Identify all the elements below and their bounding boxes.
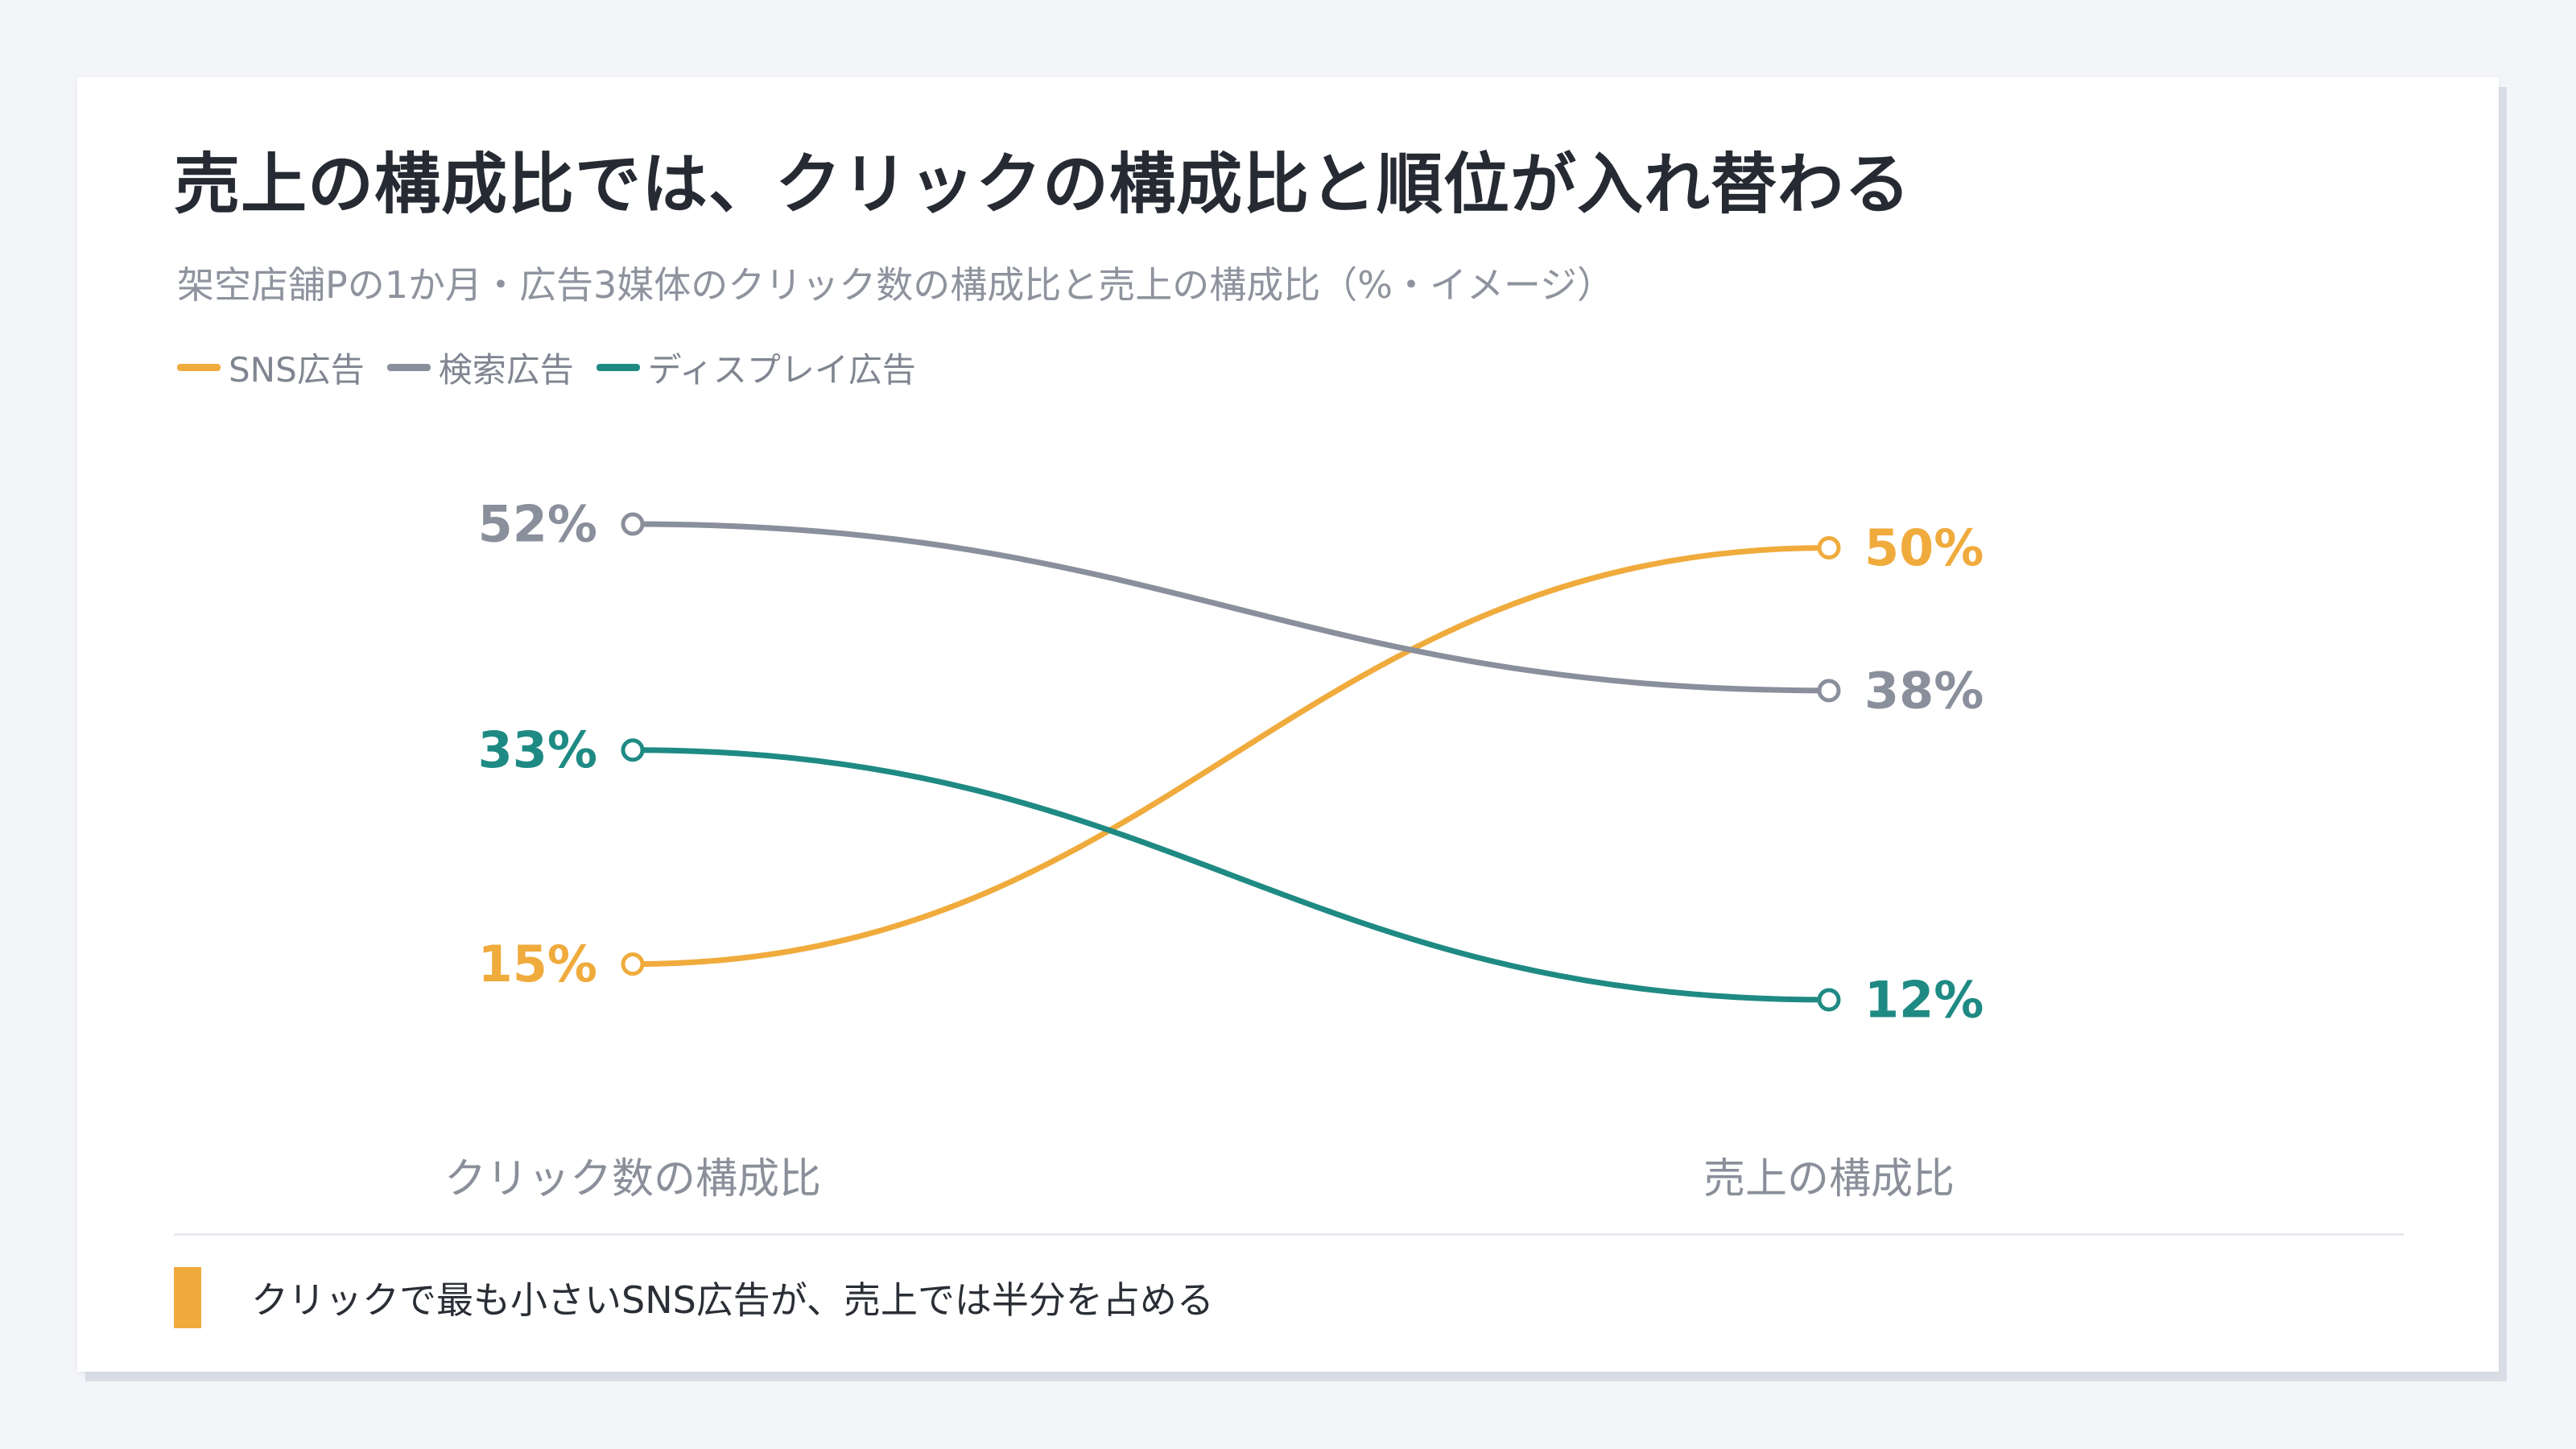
point-search-end (1817, 679, 1841, 703)
data-label-sns-start: 15% (478, 935, 597, 993)
note-accent-bar (174, 1267, 201, 1328)
note-text: クリックで最も小さいSNS広告が、売上では半分を占める (251, 1278, 1214, 1322)
series-line-display (630, 747, 1832, 1003)
series-layer (621, 512, 1841, 1012)
legend-swatch-sns (177, 364, 221, 371)
legend-item-sns: SNS広告 (177, 343, 365, 392)
data-label-sns-end: 50% (1864, 518, 1984, 577)
series-line-search (630, 521, 1832, 694)
point-display-end (1817, 988, 1841, 1012)
label-layer: 15% 50% 52% 38% 33% 12% クリック数の構成比 売上の構成比 (444, 495, 1984, 1204)
point-sns-start (621, 952, 645, 976)
x-label-sales: 売上の構成比 (1703, 1155, 1955, 1203)
legend-swatch-display (596, 364, 640, 371)
data-label-display-end: 12% (1864, 971, 1984, 1030)
data-label-search-end: 38% (1864, 661, 1984, 720)
takeaway-note: クリックで最も小さいSNS広告が、売上では半分を占める (174, 1267, 1214, 1328)
point-search-start (621, 512, 645, 536)
legend-item-search: 検索広告 (386, 343, 574, 392)
chart-subtitle: 架空店舗Pの1か月・広告3媒体のクリック数の構成比と売上の構成比（%・イメージ） (177, 263, 1615, 307)
legend-swatch-search (386, 364, 431, 371)
slope-chart: 15% 50% 52% 38% 33% 12% クリック数の構成比 売上の構成比 (444, 495, 1984, 1204)
point-display-start (621, 738, 645, 762)
legend: SNS広告 検索広告 ディスプレイ広告 (177, 343, 939, 392)
point-sns-end (1817, 536, 1841, 560)
data-label-display-start: 33% (478, 720, 597, 779)
series-line-sns (630, 545, 1832, 968)
x-label-clicks: クリック数の構成比 (444, 1155, 821, 1203)
chart-card: 売上の構成比では、クリックの構成比と順位が入れ替わる 架空店舗Pの1か月・広告3… (77, 77, 2499, 1372)
legend-label-display: ディスプレイ広告 (647, 350, 916, 390)
footer-divider (174, 1233, 2404, 1236)
legend-label-sns: SNS広告 (229, 350, 365, 390)
legend-item-display: ディスプレイ広告 (596, 343, 916, 392)
legend-label-search: 検索広告 (438, 350, 574, 390)
data-label-search-start: 52% (478, 495, 597, 554)
chart-title: 売上の構成比では、クリックの構成比と順位が入れ替わる (174, 147, 1912, 223)
